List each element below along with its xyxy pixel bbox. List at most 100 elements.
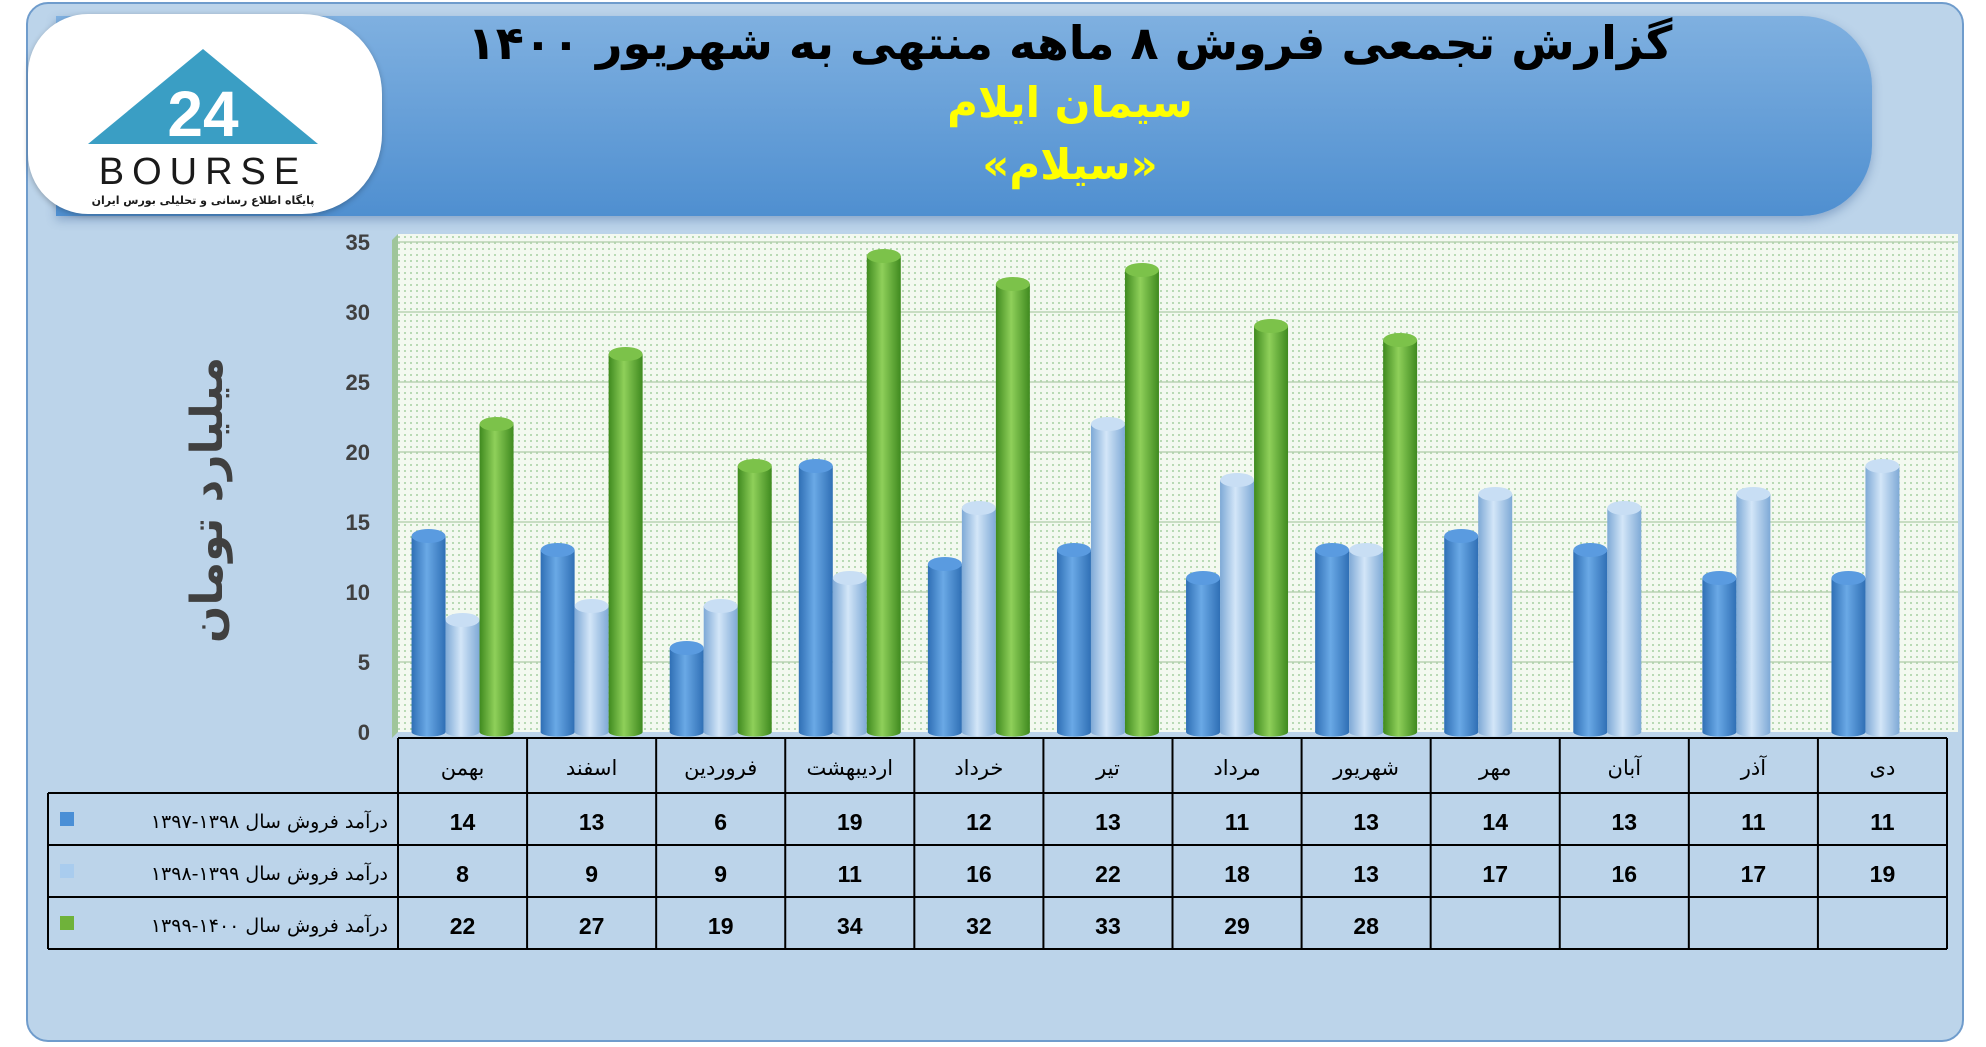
bar-base [1607,727,1642,737]
bar-3 [1124,270,1159,732]
bar-base [669,727,704,737]
bar-base [927,727,962,737]
bar-1 [1186,578,1221,732]
y-tick-label: 20 [346,440,370,465]
bar-top [1736,487,1771,501]
bar-base [1478,727,1513,737]
bar-base [411,727,446,737]
data-label: 18 [1224,861,1250,887]
y-tick-label: 35 [346,230,370,255]
logo-text: BOURSE [99,151,307,193]
bar-3 [995,284,1030,732]
x-tick-label: شهریور [1332,756,1399,780]
logo-graphic: 24 BOURSE پایگاه اطلاع رسانی و تحلیلی بو… [88,49,318,207]
bar-top [927,557,962,571]
bars [411,249,1900,737]
bar-top [703,599,738,613]
bar-top [1254,319,1289,333]
bar-1 [1444,536,1479,732]
bar-2 [1478,494,1513,732]
bar-2 [703,606,738,732]
data-label: 14 [450,809,476,835]
bar-top [669,641,704,655]
bar-2 [1090,424,1125,732]
x-tick-label: تیر [1095,756,1120,780]
data-label: 22 [450,913,476,939]
bar-top [1056,543,1091,557]
bar-top [608,347,643,361]
data-label: 19 [837,809,863,835]
bar-2 [1220,480,1255,732]
y-tick-label: 30 [346,300,370,325]
bar-1 [1702,578,1737,732]
bar-top [1349,543,1384,557]
bar-top [1573,543,1608,557]
bar-3 [1254,326,1289,732]
bar-top [1220,473,1255,487]
bar-1 [540,550,575,732]
y-tick-label: 0 [358,720,370,745]
data-label: 28 [1353,913,1379,939]
bar-top [1315,543,1350,557]
bar-base [1186,727,1221,737]
y-axis-label: میلیارد تومان [182,357,233,643]
x-tick-label: دی [1870,756,1896,780]
bar-base [445,727,480,737]
bar-1 [1573,550,1608,732]
bar-top [737,459,772,473]
logo-tagline: پایگاه اطلاع رسانی و تحلیلی بورس ایران [92,194,315,207]
bar-base [1736,727,1771,737]
bar-base [608,727,643,737]
bar-2 [1736,494,1771,732]
data-label: 17 [1741,861,1767,887]
bar-base [1254,727,1289,737]
data-label: 19 [1870,861,1896,887]
bar-base [1865,727,1900,737]
data-label: 14 [1482,809,1508,835]
data-label: 29 [1224,913,1250,939]
bar-base [1124,727,1159,737]
data-label: 13 [579,809,605,835]
data-label: 16 [966,861,992,887]
plot-left-wall [392,234,398,738]
data-label: 13 [1095,809,1121,835]
bar-2 [1865,466,1900,732]
logo-triangle [88,49,318,144]
bar-2 [1607,508,1642,732]
logo-number: 24 [167,78,239,150]
grid-lines [398,241,1958,663]
data-label: 22 [1095,861,1121,887]
bar-base [1349,727,1384,737]
data-label: 11 [1741,809,1766,835]
bar-2 [961,508,996,732]
x-tick-label: خرداد [954,756,1003,780]
bar-top [961,501,996,515]
bar-top [411,529,446,543]
y-tick-label: 15 [346,510,370,535]
data-table: بهمن اسفند فروردین اردیبهشت خرداد تیر مرداد شهر… [47,737,1948,950]
data-label: 19 [708,913,734,939]
bar-top [1607,501,1642,515]
bar-top [1831,571,1866,585]
data-label: 9 [585,861,598,887]
bar-base [995,727,1030,737]
data-label: 12 [966,809,992,835]
bar-top [574,599,609,613]
bar-1 [1315,550,1350,732]
x-tick-label: بهمن [441,756,485,780]
bar-3 [737,466,772,732]
bar-base [961,727,996,737]
data-label: 11 [1225,809,1250,835]
bar-base [832,727,867,737]
data-label: 17 [1482,861,1508,887]
bar-1 [1831,578,1866,732]
bar-base [1831,727,1866,737]
page-title: گزارش تجمعی فروش ۸ ماهه منتهی به شهریور … [467,16,1673,70]
bar-top [1444,529,1479,543]
bar-base [540,727,575,737]
bar-base [574,727,609,737]
bar-top [540,543,575,557]
bar-3 [479,424,514,732]
data-label: 13 [1611,809,1637,835]
bar-3 [866,256,901,732]
